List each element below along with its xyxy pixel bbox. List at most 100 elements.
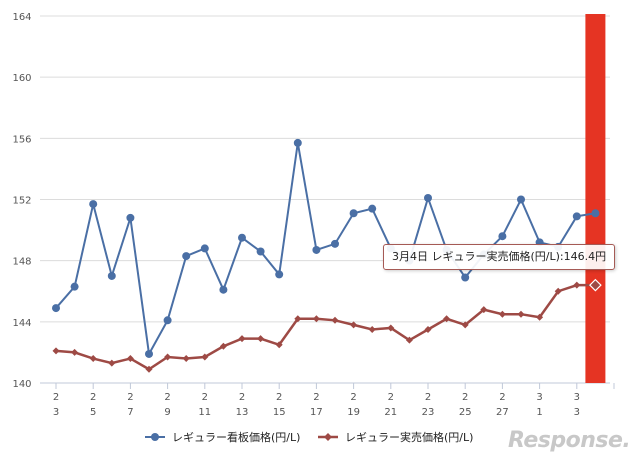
data-point	[107, 271, 116, 280]
x-tick-day: 25	[459, 407, 472, 418]
y-tick-label: 156	[12, 134, 31, 145]
y-tick-label: 144	[12, 318, 31, 329]
data-point	[573, 281, 581, 289]
data-point	[312, 245, 321, 254]
data-point	[368, 204, 377, 213]
x-tick-day: 5	[90, 407, 96, 418]
highlight-band	[585, 14, 606, 383]
y-tick-label: 140	[12, 379, 31, 390]
x-tick-month: 2	[350, 392, 356, 403]
data-point	[536, 313, 544, 321]
x-tick-day: 3	[53, 407, 59, 418]
data-point	[70, 282, 79, 291]
data-point	[572, 212, 581, 221]
x-tick-month: 2	[127, 392, 133, 403]
data-point	[200, 244, 209, 253]
data-point	[480, 306, 488, 314]
data-point	[498, 232, 507, 241]
x-tick-month: 2	[53, 392, 59, 403]
legend-marker-signboard	[151, 433, 159, 441]
data-point	[368, 325, 376, 333]
data-point	[461, 321, 469, 329]
data-point	[387, 324, 395, 332]
data-point	[164, 353, 172, 361]
x-tick-day: 1	[536, 407, 542, 418]
data-point	[350, 321, 358, 329]
x-tick-day: 15	[273, 407, 286, 418]
data-point	[256, 247, 265, 256]
data-point	[52, 304, 60, 313]
x-tick-month: 2	[499, 392, 505, 403]
data-point	[257, 335, 265, 343]
x-tick-month: 2	[313, 392, 319, 403]
data-point	[331, 239, 339, 248]
response-logo: Response.	[508, 428, 631, 453]
y-tick-label: 160	[12, 73, 31, 84]
data-point	[89, 355, 97, 363]
y-tick-label: 152	[12, 196, 31, 207]
x-tick-day: 21	[384, 407, 397, 418]
x-tick-day: 23	[422, 407, 435, 418]
data-point	[108, 359, 116, 367]
data-point	[126, 213, 135, 222]
data-point	[275, 270, 284, 279]
data-point	[275, 341, 283, 349]
data-point	[294, 315, 302, 323]
data-point	[219, 285, 228, 294]
data-point	[89, 200, 98, 209]
data-point	[145, 349, 153, 358]
y-tick-label: 164	[12, 12, 31, 23]
data-point	[517, 195, 525, 204]
data-point	[349, 209, 358, 218]
data-point	[589, 278, 602, 292]
x-tick-month: 2	[388, 392, 394, 403]
x-tick-month: 3	[574, 392, 580, 403]
data-point	[443, 315, 451, 323]
x-tick-day: 13	[236, 407, 249, 418]
data-point	[424, 325, 432, 333]
data-point	[71, 348, 79, 356]
x-tick-month: 2	[239, 392, 245, 403]
series-line-signboard	[55, 142, 596, 358]
data-point	[182, 252, 191, 261]
y-tick-label: 148	[12, 257, 31, 268]
x-tick-month: 2	[276, 392, 282, 403]
x-tick-month: 2	[202, 392, 208, 403]
legend-label-signboard: レギュラー看板価格(円/L)	[172, 430, 300, 444]
x-tick-month: 2	[462, 392, 468, 403]
data-point	[52, 347, 60, 355]
data-point	[145, 365, 153, 373]
data-point	[219, 342, 227, 350]
data-point	[461, 273, 470, 282]
data-point	[517, 310, 525, 318]
data-point	[163, 316, 172, 325]
data-point	[201, 353, 209, 361]
data-point	[293, 138, 302, 147]
x-tick-day: 19	[347, 407, 360, 418]
x-tick-day: 11	[198, 407, 211, 418]
data-point	[591, 209, 600, 218]
data-point	[498, 310, 506, 318]
x-tick-month: 2	[425, 392, 431, 403]
x-tick-month: 3	[536, 392, 542, 403]
x-tick-month: 2	[90, 392, 96, 403]
data-point	[238, 233, 246, 242]
tooltip: 3月4日 レギュラー実売価格(円/L):146.4円	[383, 244, 616, 270]
legend-marker-actual	[324, 433, 332, 441]
data-point	[405, 336, 413, 344]
series-line-actual	[55, 283, 596, 371]
x-tick-day: 3	[574, 407, 580, 418]
data-point	[238, 335, 246, 343]
x-tick-day: 9	[164, 407, 170, 418]
data-point	[554, 287, 562, 295]
x-tick-day: 17	[310, 407, 323, 418]
legend-label-actual: レギュラー実売価格(円/L)	[345, 430, 473, 444]
data-point	[424, 193, 432, 202]
data-point	[182, 355, 190, 363]
x-tick-day: 27	[496, 407, 509, 418]
data-point	[331, 316, 339, 324]
data-point	[312, 315, 320, 323]
x-tick-day: 7	[127, 407, 133, 418]
x-tick-month: 2	[164, 392, 170, 403]
